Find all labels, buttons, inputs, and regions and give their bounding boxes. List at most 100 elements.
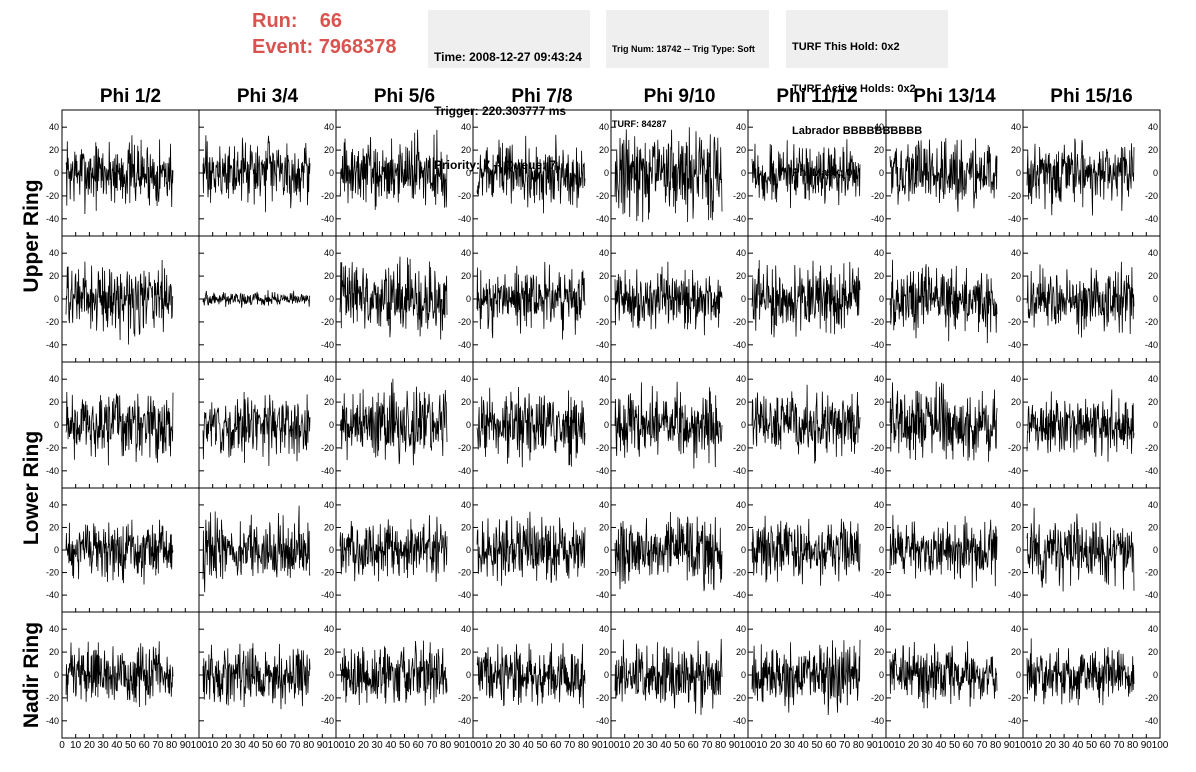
y-tick-label: -20	[458, 191, 471, 201]
y-tick-label: 0	[879, 294, 884, 304]
y-tick-label: 20	[324, 397, 334, 407]
x-tick-label: 30	[98, 740, 110, 751]
y-tick-label: 0	[329, 670, 334, 680]
y-tick-label: 20	[324, 271, 334, 281]
x-tick-label: 70	[564, 740, 576, 751]
y-tick-label: 40	[1148, 122, 1158, 132]
y-tick-label: -40	[1008, 466, 1021, 476]
y-tick-label: 0	[879, 670, 884, 680]
y-tick-label: 40	[461, 374, 471, 384]
x-tick-label: 60	[413, 740, 425, 751]
waveform-trace	[339, 378, 448, 466]
y-tick-label: -20	[458, 568, 471, 578]
y-tick-label: -20	[321, 693, 334, 703]
waveform-trace	[339, 256, 448, 340]
column-header: Phi 11/12	[776, 86, 858, 107]
y-tick-label: 40	[49, 374, 59, 384]
y-tick-label: -20	[733, 568, 746, 578]
y-tick-label: 40	[1011, 122, 1021, 132]
labrador-line: Labrador BBBBBBBBBB	[792, 125, 923, 137]
x-tick-label: 30	[372, 740, 384, 751]
y-tick-label: -40	[321, 466, 334, 476]
x-tick-label: 90	[729, 740, 741, 751]
y-tick-label: -40	[871, 716, 884, 726]
waveform-trace	[751, 139, 861, 209]
y-tick-label: 20	[49, 397, 59, 407]
y-tick-label: 40	[1148, 624, 1158, 634]
x-tick-label: 10	[756, 740, 768, 751]
x-tick-label: 100	[603, 740, 620, 751]
y-tick-label: 0	[329, 294, 334, 304]
y-tick-label: -20	[1145, 693, 1158, 703]
y-tick-label: 40	[874, 122, 884, 132]
y-tick-label: -40	[596, 466, 609, 476]
x-tick-label: 90	[592, 740, 604, 751]
waveform-trace	[1026, 261, 1135, 338]
waveform-trace	[339, 515, 448, 582]
x-tick-label: 20	[84, 740, 96, 751]
x-tick-label: 70	[426, 740, 438, 751]
x-tick-label: 80	[440, 740, 452, 751]
y-tick-label: 0	[1153, 420, 1158, 430]
y-tick-label: 0	[329, 420, 334, 430]
y-tick-label: -40	[321, 340, 334, 350]
x-tick-label: 10	[207, 740, 219, 751]
event-label: Event:	[252, 36, 314, 58]
y-tick-label: 20	[461, 145, 471, 155]
column-header: Phi 9/10	[643, 86, 716, 107]
y-tick-label: -40	[1145, 590, 1158, 600]
y-tick-label: 20	[1148, 397, 1158, 407]
y-tick-label: 20	[49, 647, 59, 657]
y-tick-label: 40	[324, 500, 334, 510]
y-tick-label: 20	[874, 271, 884, 281]
y-tick-label: 20	[874, 397, 884, 407]
panel-frame	[747, 235, 887, 363]
run-line: Run: 66	[252, 8, 422, 34]
waveform-trace	[751, 639, 861, 716]
y-tick-label: 20	[461, 271, 471, 281]
turf-info-box: TURF This Hold: 0x2 TURF Active Holds: 0…	[786, 10, 948, 179]
y-tick-label: -40	[458, 716, 471, 726]
x-tick-label: 50	[949, 740, 961, 751]
y-tick-label: 40	[599, 624, 609, 634]
y-tick-label: -20	[46, 317, 59, 327]
column-header: Phi 1/2	[99, 86, 162, 107]
y-tick-label: 0	[604, 545, 609, 555]
x-tick-label: 80	[1127, 740, 1139, 751]
x-tick-label: 60	[825, 740, 837, 751]
waveform-trace	[614, 127, 723, 223]
x-tick-label: 20	[908, 740, 920, 751]
y-tick-label: 0	[1016, 545, 1021, 555]
y-tick-label: 40	[599, 500, 609, 510]
trig-info-box: Trig Num: 18742 -- Trig Type: Soft TURF:…	[606, 10, 769, 129]
y-tick-label: -20	[596, 693, 609, 703]
y-tick-label: -20	[1145, 568, 1158, 578]
x-tick-label: 80	[578, 740, 590, 751]
y-tick-label: -20	[733, 191, 746, 201]
y-tick-label: -40	[871, 466, 884, 476]
y-tick-label: -40	[1145, 716, 1158, 726]
y-tick-label: -40	[46, 214, 59, 224]
y-tick-label: 0	[54, 670, 59, 680]
waveform-trace	[476, 134, 586, 214]
y-tick-label: 20	[49, 271, 59, 281]
x-tick-label: 10	[619, 740, 631, 751]
y-tick-label: 0	[879, 545, 884, 555]
x-tick-label: 50	[811, 740, 823, 751]
y-tick-label: 40	[736, 500, 746, 510]
y-tick-label: 40	[736, 374, 746, 384]
y-tick-label: -40	[733, 590, 746, 600]
y-tick-label: 0	[741, 420, 746, 430]
turf-line: TURF: 84287	[612, 119, 667, 129]
y-tick-label: 0	[879, 420, 884, 430]
y-tick-label: -20	[871, 443, 884, 453]
y-tick-label: -40	[1008, 590, 1021, 600]
y-tick-label: -40	[1145, 466, 1158, 476]
x-tick-label: 10	[70, 740, 82, 751]
y-tick-label: -20	[458, 443, 471, 453]
y-tick-label: -40	[733, 340, 746, 350]
y-tick-label: 20	[874, 647, 884, 657]
y-tick-label: -20	[596, 443, 609, 453]
y-tick-label: 40	[874, 500, 884, 510]
x-tick-label: 50	[1086, 740, 1098, 751]
